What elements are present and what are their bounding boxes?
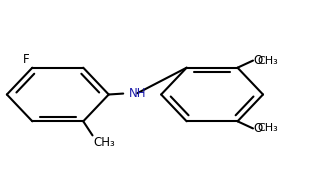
Text: F: F <box>23 53 29 66</box>
Text: NH: NH <box>129 87 146 100</box>
Text: CH₃: CH₃ <box>257 56 278 66</box>
Text: O: O <box>254 122 263 135</box>
Text: O: O <box>254 54 263 67</box>
Text: CH₃: CH₃ <box>93 136 115 149</box>
Text: CH₃: CH₃ <box>257 123 278 133</box>
